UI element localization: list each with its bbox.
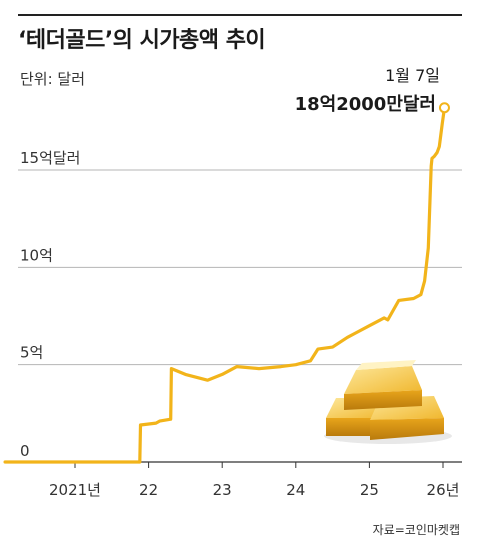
x-tick-label: 22 (139, 481, 158, 499)
unit-label: 단위: 달러 (20, 70, 86, 88)
y-axis: 0 5억 10억 15억달러 (20, 149, 81, 460)
x-tick-label: 23 (213, 481, 232, 499)
y-tick-label: 10억 (20, 246, 53, 264)
chart-title: ‘테더골드’의 시가총액 추이 (18, 28, 266, 53)
y-tick-label: 15억달러 (20, 149, 81, 167)
x-tick-label: 24 (286, 481, 305, 499)
series-line (3, 106, 447, 464)
y-tick-label: 0 (20, 442, 30, 460)
x-tick-label: 25 (360, 481, 379, 499)
source-note: 자료=코인마켓캡 (372, 523, 460, 537)
gridlines (18, 169, 462, 366)
x-axis: 2021년 22 23 24 25 26년 (18, 461, 462, 499)
end-point-marker (438, 102, 450, 114)
gold-bars-icon (324, 360, 452, 444)
annotation-value: 18억2000만달러 (295, 94, 436, 115)
x-tick-label: 2021년 (49, 481, 101, 499)
y-tick-label: 5억 (20, 344, 43, 362)
x-tick-label: 26년 (427, 481, 460, 499)
annotation-date: 1월 7일 (385, 66, 440, 85)
top-rule (18, 14, 462, 16)
